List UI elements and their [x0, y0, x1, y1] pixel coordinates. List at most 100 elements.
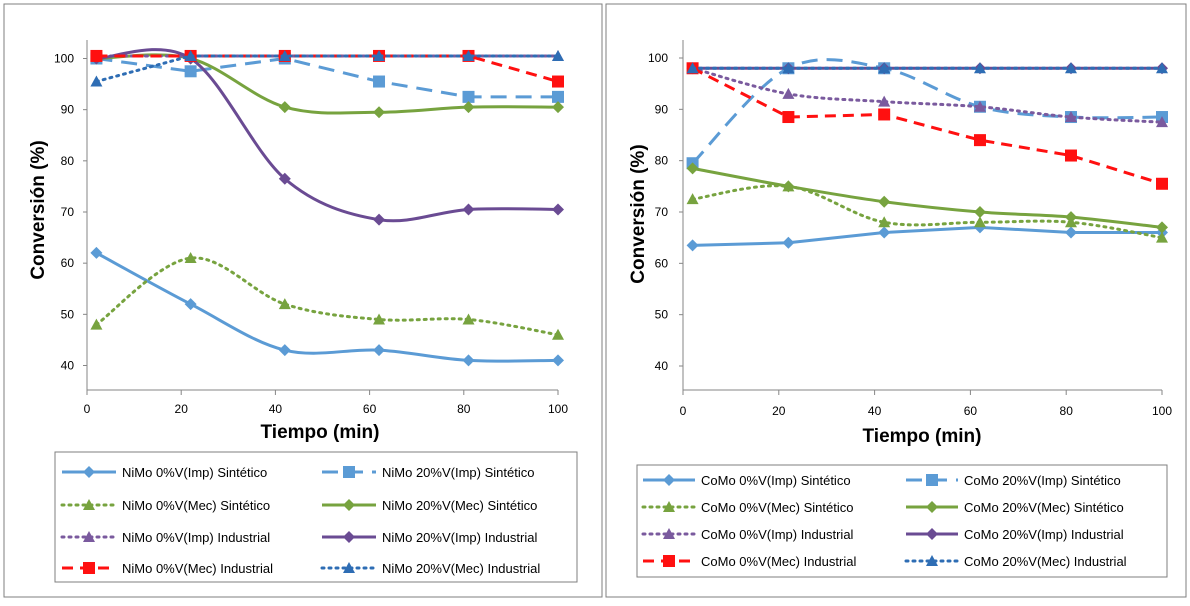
legend-marker: [343, 499, 355, 511]
data-point: [686, 193, 699, 205]
y-tick-label: 40: [61, 359, 75, 373]
legend-label: CoMo 20%V(Mec) Sintético: [964, 500, 1124, 515]
legend-label: NiMo 0%V(Mec) Industrial: [122, 561, 273, 576]
legend-marker: [663, 528, 675, 539]
y-tick-label: 70: [61, 205, 75, 219]
data-point: [973, 206, 986, 218]
series-2: [90, 252, 564, 340]
data-point: [462, 313, 475, 325]
legend-marker: [926, 528, 938, 540]
y-tick-label: 80: [61, 154, 75, 168]
legend-label: CoMo 0%V(Imp) Sintético: [701, 473, 851, 488]
legend-label: CoMo 20%V(Imp) Sintético: [964, 473, 1121, 488]
legend: NiMo 0%V(Imp) Sintético NiMo 20%V(Imp) Si…: [54, 451, 578, 583]
legend-marker: [926, 474, 938, 486]
data-point: [90, 318, 103, 330]
data-point: [878, 216, 891, 228]
data-point: [373, 313, 386, 325]
data-point: [686, 239, 699, 252]
y-tick-label: 50: [655, 308, 669, 322]
data-point: [552, 75, 564, 88]
series-1: [90, 52, 564, 103]
legend-item: NiMo 20%V(Imp) Sintético: [322, 465, 534, 480]
data-point: [782, 236, 795, 249]
legend-item: NiMo 0%V(Mec) Sintético: [60, 498, 270, 513]
x-tick-label: 20: [772, 404, 786, 418]
legend-marker: [343, 562, 355, 573]
legend-marker: [926, 555, 938, 566]
legend-item: NiMo 20%V(Mec) Industrial: [320, 561, 540, 576]
legend-box: [636, 464, 1168, 578]
data-point: [373, 344, 386, 357]
series-line: [691, 184, 1164, 240]
data-point: [686, 62, 699, 74]
series-line: [691, 66, 1164, 124]
data-point: [184, 65, 197, 78]
series-3: [686, 162, 1168, 234]
legend-label: NiMo 20%V(Imp) Industrial: [382, 530, 537, 545]
data-point: [973, 62, 986, 74]
data-point: [278, 172, 291, 185]
series-7: [686, 62, 1168, 74]
data-point: [278, 344, 291, 357]
x-tick-label: 100: [1152, 404, 1172, 418]
series-line: [691, 58, 1163, 165]
data-point: [782, 87, 795, 99]
legend-marker: [83, 466, 95, 478]
y-tick-label: 100: [648, 51, 668, 65]
y-tick-label: 50: [61, 307, 75, 321]
legend-label: NiMo 20%V(Mec) Industrial: [382, 561, 540, 576]
data-point: [90, 246, 103, 259]
data-point: [878, 195, 891, 208]
data-point: [1156, 62, 1168, 74]
legend-item: NiMo 20%V(Mec) Sintético: [322, 498, 537, 513]
x-tick-label: 40: [269, 402, 283, 416]
y-axis-title: Conversión (%): [628, 144, 649, 283]
x-tick-label: 60: [363, 402, 377, 416]
legend-marker: [663, 555, 675, 567]
legend-item: CoMo 0%V(Mec) Industrial: [643, 554, 856, 569]
legend-label: NiMo 20%V(Imp) Sintético: [382, 465, 534, 480]
legend-label: CoMo 0%V(Mec) Sintético: [701, 500, 853, 515]
series-line: [94, 54, 560, 84]
data-point: [462, 101, 475, 114]
legend-label: CoMo 0%V(Imp) Industrial: [701, 527, 854, 542]
x-axis-title: Tiempo (min): [261, 422, 380, 443]
legend-item: CoMo 0%V(Imp) Industrial: [641, 527, 854, 542]
data-point: [462, 203, 475, 216]
data-point: [1156, 177, 1168, 190]
legend-item: CoMo 20%V(Mec) Industrial: [904, 554, 1127, 569]
legend-marker: [663, 501, 675, 512]
x-axis-title: Tiempo (min): [863, 426, 982, 447]
series-5: [90, 48, 564, 226]
legend-item: NiMo 0%V(Mec) Industrial: [62, 561, 273, 576]
data-point: [1064, 62, 1077, 74]
x-tick-label: 20: [175, 402, 189, 416]
legend-label: NiMo 0%V(Imp) Industrial: [122, 530, 270, 545]
legend-marker: [663, 474, 675, 486]
data-point: [373, 106, 386, 119]
legend-item: CoMo 20%V(Mec) Sintético: [906, 500, 1124, 515]
data-point: [973, 100, 986, 112]
legend-box: [54, 451, 578, 583]
data-point: [184, 252, 197, 264]
series-line: [692, 225, 1162, 247]
legend-item: CoMo 20%V(Imp) Industrial: [906, 527, 1124, 542]
legend-item: CoMo 0%V(Mec) Sintético: [641, 500, 853, 515]
data-point: [552, 49, 564, 61]
series-line: [692, 166, 1163, 229]
legend-item: NiMo 0%V(Imp) Sintético: [62, 465, 267, 480]
y-tick-label: 90: [61, 103, 75, 117]
data-point: [782, 62, 795, 74]
x-tick-label: 80: [457, 402, 471, 416]
legend: CoMo 0%V(Imp) Sintético CoMo 20%V(Imp) Si…: [636, 464, 1168, 578]
y-tick-label: 70: [655, 205, 669, 219]
data-point: [878, 226, 891, 239]
data-point: [373, 75, 386, 88]
x-tick-label: 80: [1060, 404, 1074, 418]
x-tick-label: 40: [868, 404, 882, 418]
series-line: [96, 56, 558, 99]
x-tick-label: 60: [964, 404, 978, 418]
